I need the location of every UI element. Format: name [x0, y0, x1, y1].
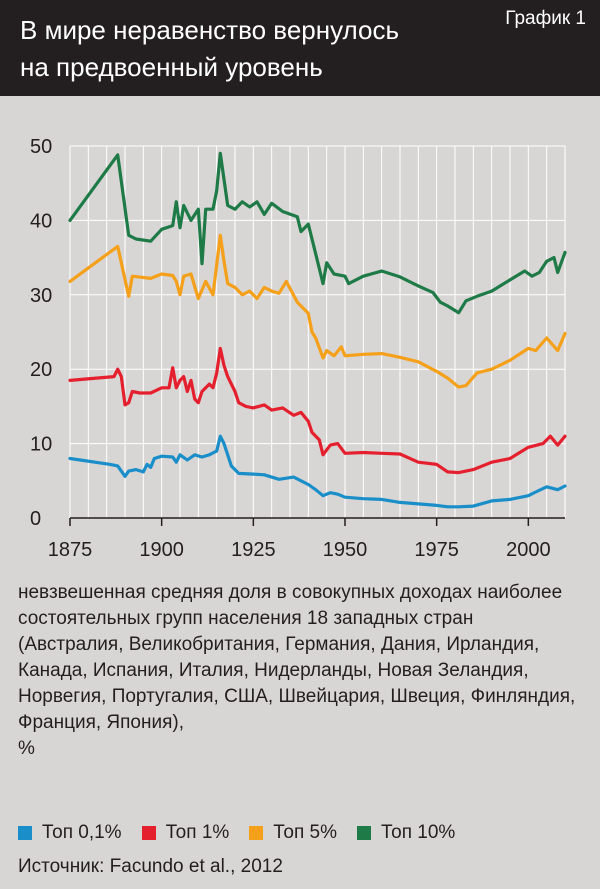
legend-item-top10: Топ 10%: [357, 822, 455, 844]
unit-label: %: [18, 738, 35, 759]
x-tick-label: 1900: [139, 539, 184, 561]
series-line-3: [68, 434, 567, 509]
y-tick-label: 40: [30, 210, 52, 232]
legend-swatch-top01: [18, 826, 32, 840]
source-note: Источник: Facundo et al., 2012: [18, 856, 283, 877]
y-tick-label: 20: [30, 359, 52, 381]
legend-label-top1: Топ 1%: [165, 822, 230, 843]
header: В мире неравенство вернулось на предвоен…: [0, 0, 600, 96]
legend-swatch-top10: [357, 826, 371, 840]
y-tick-label: 10: [30, 434, 52, 456]
y-tick-label: 0: [30, 508, 41, 530]
legend-label-top5: Топ 5%: [273, 822, 337, 843]
legend-swatch-top1: [141, 826, 156, 840]
series-line-0: [68, 151, 567, 315]
series-line-1: [68, 233, 567, 389]
y-tick-label: 50: [30, 136, 52, 158]
legend-item-top1: Топ 1%: [141, 822, 230, 844]
legend: Топ 0,1% Топ 1% Топ 5% Топ 10%: [18, 822, 455, 844]
chart-title: В мире неравенство вернулось на предвоен…: [20, 12, 460, 86]
chart-description: невзвешенная средняя доля в совокупных д…: [18, 580, 583, 762]
legend-item-top01: Топ 0,1%: [18, 822, 122, 844]
chart-number-badge: График 1: [505, 8, 586, 29]
legend-label-top10: Топ 10%: [381, 822, 456, 843]
x-tick-label: 1975: [414, 539, 459, 561]
line-chart: 0 10 20 30 40 50 1875 1900 1925 1950 1975 2000: [30, 136, 567, 561]
x-tick-label: 1875: [48, 539, 93, 561]
title-line-2: на предвоенный уровень: [20, 52, 323, 82]
legend-swatch-top5: [249, 826, 264, 840]
y-tick-label: 30: [30, 285, 52, 307]
x-tick-label: 2000: [506, 539, 551, 561]
x-tick-label: 1925: [231, 539, 276, 561]
legend-label-top01: Топ 0,1%: [42, 822, 122, 843]
x-tick-label: 1950: [323, 539, 368, 561]
legend-item-top5: Топ 5%: [249, 822, 337, 844]
title-line-1: В мире неравенство вернулось: [20, 15, 399, 45]
series-line-2: [68, 346, 567, 475]
description-text: невзвешенная средняя доля в совокупных д…: [18, 582, 576, 733]
